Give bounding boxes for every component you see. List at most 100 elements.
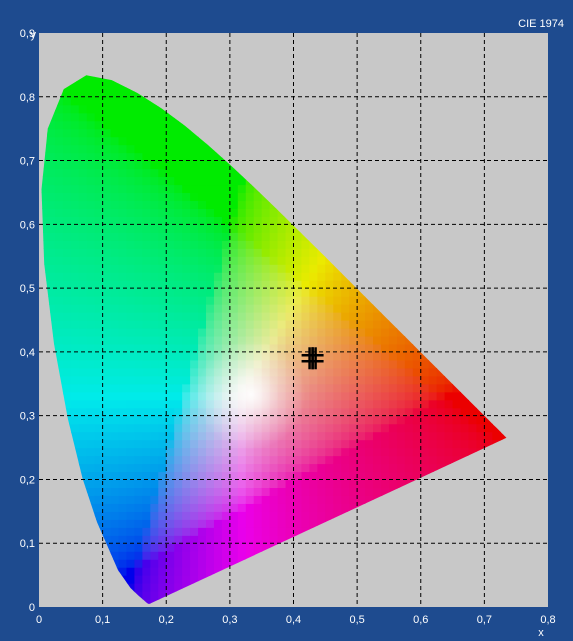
locus-cell bbox=[198, 447, 207, 457]
locus-cell bbox=[365, 367, 374, 377]
locus-cell bbox=[126, 120, 136, 130]
locus-cell bbox=[54, 112, 64, 122]
locus-cell bbox=[62, 375, 72, 385]
locus-cell bbox=[333, 455, 342, 465]
locus-cell bbox=[317, 471, 326, 481]
y-tick-label: 0,9 bbox=[20, 28, 35, 40]
locus-cell bbox=[237, 256, 247, 265]
locus-cell bbox=[261, 280, 271, 289]
locus-cell bbox=[365, 343, 374, 353]
locus-cell bbox=[380, 471, 390, 481]
locus-cell bbox=[62, 264, 72, 273]
locus-cell bbox=[94, 407, 104, 417]
locus-cell bbox=[213, 184, 223, 194]
locus-cell bbox=[158, 335, 167, 345]
locus-cell bbox=[110, 176, 120, 186]
locus-cell bbox=[182, 272, 191, 281]
locus-cell bbox=[412, 431, 422, 441]
locus-cell bbox=[118, 208, 128, 217]
locus-cell bbox=[142, 335, 151, 345]
locus-cell bbox=[404, 391, 414, 401]
locus-cell bbox=[198, 248, 207, 257]
locus-cell bbox=[293, 327, 303, 337]
locus-cell bbox=[54, 248, 64, 257]
locus-cell bbox=[86, 168, 96, 178]
locus-cell bbox=[213, 216, 223, 225]
locus-cell bbox=[476, 439, 485, 449]
locus-cell bbox=[150, 383, 159, 393]
locus-cell bbox=[142, 320, 151, 329]
locus-cell bbox=[86, 351, 96, 361]
locus-cell bbox=[134, 407, 143, 417]
locus-cell bbox=[325, 327, 334, 337]
locus-cell bbox=[253, 503, 263, 512]
locus-cell bbox=[325, 264, 334, 273]
locus-cell bbox=[317, 296, 326, 305]
locus-cell bbox=[206, 431, 215, 441]
locus-cell bbox=[436, 415, 446, 425]
locus-cell bbox=[436, 439, 446, 449]
locus-cell bbox=[245, 304, 255, 313]
locus-cell bbox=[396, 479, 406, 489]
locus-cell bbox=[301, 519, 310, 528]
locus-cell bbox=[134, 240, 143, 249]
locus-cell bbox=[94, 383, 104, 393]
locus-cell bbox=[317, 407, 326, 417]
locus-cell bbox=[213, 487, 223, 496]
locus-cell bbox=[325, 423, 334, 433]
locus-cell bbox=[237, 288, 247, 297]
locus-cell bbox=[221, 160, 231, 170]
locus-cell bbox=[86, 120, 96, 130]
locus-cell bbox=[198, 224, 207, 233]
locus-cell bbox=[46, 168, 56, 178]
locus-cell bbox=[198, 184, 207, 194]
locus-cell bbox=[134, 296, 143, 305]
locus-cell bbox=[134, 224, 143, 233]
locus-cell bbox=[285, 527, 295, 536]
locus-cell bbox=[94, 312, 104, 321]
locus-cell bbox=[110, 120, 120, 130]
locus-cell bbox=[221, 224, 231, 233]
locus-cell bbox=[86, 447, 96, 457]
locus-cell bbox=[174, 240, 183, 249]
locus-cell bbox=[110, 200, 120, 209]
locus-cell bbox=[229, 519, 239, 528]
locus-cell bbox=[142, 216, 151, 225]
locus-cell bbox=[261, 463, 271, 473]
locus-cell bbox=[206, 511, 215, 520]
locus-cell bbox=[229, 192, 239, 202]
locus-cell bbox=[94, 320, 104, 329]
locus-cell bbox=[174, 351, 183, 361]
y-tick-label: 0,3 bbox=[20, 411, 35, 423]
locus-cell bbox=[86, 320, 96, 329]
locus-cell bbox=[261, 335, 271, 345]
locus-cell bbox=[428, 431, 438, 441]
locus-cell bbox=[325, 391, 334, 401]
locus-cell bbox=[206, 168, 215, 178]
locus-cell bbox=[158, 471, 167, 481]
x-tick-label: 0,5 bbox=[349, 614, 364, 626]
locus-cell bbox=[182, 232, 191, 241]
locus-cell bbox=[317, 264, 326, 273]
locus-cell bbox=[349, 479, 358, 489]
locus-cell bbox=[357, 359, 366, 369]
locus-cell bbox=[118, 144, 128, 154]
locus-cell bbox=[126, 559, 136, 568]
locus-cell bbox=[110, 264, 120, 273]
locus-cell bbox=[158, 503, 167, 512]
locus-cell bbox=[198, 543, 207, 552]
locus-cell bbox=[142, 112, 151, 122]
locus-cell bbox=[158, 487, 167, 496]
locus-cell bbox=[309, 248, 318, 257]
locus-cell bbox=[341, 312, 350, 321]
locus-cell bbox=[46, 152, 56, 162]
locus-cell bbox=[102, 80, 112, 90]
locus-cell bbox=[213, 296, 223, 305]
locus-cell bbox=[54, 320, 64, 329]
locus-cell bbox=[325, 312, 334, 321]
locus-cell bbox=[78, 351, 88, 361]
locus-cell bbox=[349, 288, 358, 297]
locus-cell bbox=[126, 216, 136, 225]
locus-cell bbox=[293, 463, 303, 473]
locus-cell bbox=[166, 551, 175, 560]
